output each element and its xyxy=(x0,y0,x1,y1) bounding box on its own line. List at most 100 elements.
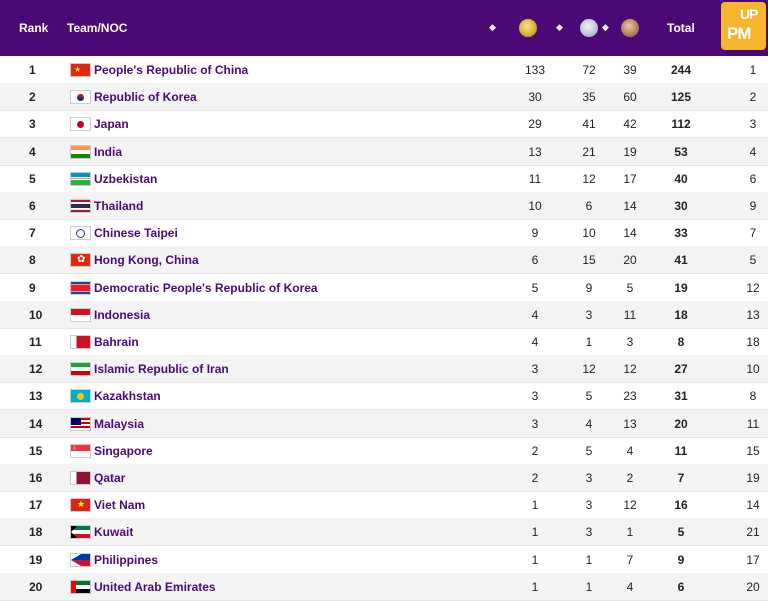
table-row[interactable]: 1 ★ People's Republic of China 133 72 39 244 1 xyxy=(0,56,768,84)
total-count: 7 xyxy=(677,471,685,485)
team-name-link[interactable]: Philippines xyxy=(94,552,159,567)
table-row[interactable]: 19 Philippines 1 1 7 9 17 xyxy=(0,546,768,574)
total-count: 18 xyxy=(674,307,688,322)
dprk-flag-icon xyxy=(70,280,91,295)
table-row[interactable]: 2 Republic of Korea 30 35 60 125 2 xyxy=(0,83,768,112)
table-row[interactable]: 6 Thailand 10 6 14 30 9 xyxy=(0,192,768,220)
table-row[interactable]: 16 Qatar 2 3 2 7 19 xyxy=(0,464,768,492)
rank-by-total: 6 xyxy=(749,171,757,186)
gold-count: 3 xyxy=(531,389,539,404)
team-name-link[interactable]: Japan xyxy=(94,117,129,132)
team-name-link[interactable]: Qatar xyxy=(94,471,126,485)
rank-by-total: 8 xyxy=(749,389,757,404)
logo-text-bottom: PM xyxy=(727,24,751,43)
total-count: 31 xyxy=(674,389,688,404)
table-row[interactable]: 15 ☾ Singapore 2 5 4 11 15 xyxy=(0,437,768,465)
gold-count: 2 xyxy=(531,471,539,485)
team-name-link[interactable]: Malaysia xyxy=(94,416,145,431)
gold-count: 30 xyxy=(528,90,542,105)
team-name-link[interactable]: Hong Kong, China xyxy=(94,253,199,268)
silver-medal-icon[interactable] xyxy=(580,19,598,37)
silver-count: 1 xyxy=(585,579,593,594)
silver-count: 1 xyxy=(585,552,593,567)
rank-by-total: 4 xyxy=(749,144,757,159)
sort-gold-icon[interactable]: ◆ xyxy=(556,22,563,32)
gold-medal-icon[interactable] xyxy=(519,19,537,37)
rank-cell: 2 xyxy=(29,90,36,105)
team-name-link[interactable]: Kuwait xyxy=(94,525,134,540)
table-row[interactable]: 20 United Arab Emirates 1 1 4 6 20 xyxy=(0,572,768,601)
table-row[interactable]: 13 Kazakhstan 3 5 23 31 8 xyxy=(0,382,768,411)
table-row[interactable]: 7 Chinese Taipei 9 10 14 33 7 xyxy=(0,219,768,248)
rank-by-total: 10 xyxy=(746,362,760,377)
team-column-header[interactable]: Team/NOC xyxy=(67,21,128,35)
gold-count: 1 xyxy=(531,552,539,567)
table-row[interactable]: 18 Kuwait 1 3 1 5 21 xyxy=(0,518,768,547)
team-name-link[interactable]: Islamic Republic of Iran xyxy=(94,362,229,377)
team-name-link[interactable]: Singapore xyxy=(94,443,153,458)
sort-team-icon[interactable]: ◆ xyxy=(489,22,496,32)
rank-cell: 3 xyxy=(29,117,36,132)
rank-by-total: 5 xyxy=(749,253,757,268)
vietnam-flag-icon: ★ xyxy=(70,498,91,513)
total-column-header[interactable]: Total xyxy=(667,21,695,35)
bronze-count: 12 xyxy=(623,498,637,513)
silver-count: 21 xyxy=(582,144,596,159)
bronze-medal-icon[interactable] xyxy=(621,19,639,37)
team-name-link[interactable]: Uzbekistan xyxy=(94,171,158,186)
table-row[interactable]: 4 India 13 21 19 53 4 xyxy=(0,137,768,166)
bronze-count: 60 xyxy=(623,90,637,105)
team-name-link[interactable]: Bahrain xyxy=(94,335,139,349)
iran-flag-icon xyxy=(70,362,91,377)
table-row[interactable]: 14 Malaysia 3 4 13 20 11 xyxy=(0,409,768,438)
team-name-link[interactable]: People's Republic of China xyxy=(94,63,249,77)
silver-count: 15 xyxy=(582,253,596,268)
india-flag-icon xyxy=(70,144,91,159)
rank-column-header[interactable]: Rank xyxy=(19,21,49,35)
silver-count: 41 xyxy=(582,117,596,132)
rank-by-total: 14 xyxy=(746,498,760,513)
table-row[interactable]: 12 Islamic Republic of Iran 3 12 12 27 10 xyxy=(0,355,768,384)
sort-silver-icon[interactable]: ◆ xyxy=(602,22,609,32)
team-name-link[interactable]: Indonesia xyxy=(94,307,151,322)
silver-count: 9 xyxy=(585,280,593,295)
table-row[interactable]: 8 ✿ Hong Kong, China 6 15 20 41 5 xyxy=(0,246,768,275)
total-count: 33 xyxy=(674,226,688,241)
silver-count: 3 xyxy=(585,525,593,540)
rank-cell: 1 xyxy=(29,63,36,77)
site-logo: UP PM xyxy=(721,2,766,50)
table-row[interactable]: 3 Japan 29 41 42 112 3 xyxy=(0,110,768,139)
rank-cell: 16 xyxy=(29,471,43,485)
total-count: 9 xyxy=(677,552,685,567)
bronze-count: 3 xyxy=(626,335,634,349)
team-name-link[interactable]: Thailand xyxy=(94,199,144,213)
silver-count: 12 xyxy=(582,171,596,186)
table-row[interactable]: 5 Uzbekistan 11 12 17 40 6 xyxy=(0,165,768,193)
uae-flag-icon xyxy=(70,579,91,594)
table-row[interactable]: 17 ★ Viet Nam 1 3 12 16 14 xyxy=(0,491,768,520)
rank-by-total: 2 xyxy=(749,90,757,105)
silver-count: 72 xyxy=(582,63,596,77)
team-name-link[interactable]: Democratic People's Republic of Korea xyxy=(94,280,318,295)
rank-cell: 14 xyxy=(29,416,43,431)
table-header: Rank Team/NOC ◆ ◆ ◆ Total UP PM xyxy=(0,0,768,56)
bronze-count: 14 xyxy=(623,199,637,213)
bronze-count: 17 xyxy=(623,171,637,186)
table-row[interactable]: 9 Democratic People's Republic of Korea 5 9… xyxy=(0,274,768,302)
gold-count: 1 xyxy=(531,498,539,513)
philippines-flag-icon xyxy=(70,552,91,567)
team-name-link[interactable]: Republic of Korea xyxy=(94,90,197,105)
team-name-link[interactable]: Viet Nam xyxy=(94,498,146,513)
china-flag-icon: ★ xyxy=(70,63,91,77)
team-name-link[interactable]: Chinese Taipei xyxy=(94,226,178,241)
team-name-link[interactable]: United Arab Emirates xyxy=(94,579,216,594)
bronze-count: 19 xyxy=(623,144,637,159)
gold-count: 5 xyxy=(531,280,539,295)
team-name-link[interactable]: India xyxy=(94,144,123,159)
silver-count: 35 xyxy=(582,90,596,105)
team-name-link[interactable]: Kazakhstan xyxy=(94,389,161,404)
rank-cell: 18 xyxy=(29,525,43,540)
rank-cell: 7 xyxy=(29,226,36,241)
table-row[interactable]: 11 Bahrain 4 1 3 8 18 xyxy=(0,328,768,356)
table-row[interactable]: 10 Indonesia 4 3 11 18 13 xyxy=(0,300,768,329)
